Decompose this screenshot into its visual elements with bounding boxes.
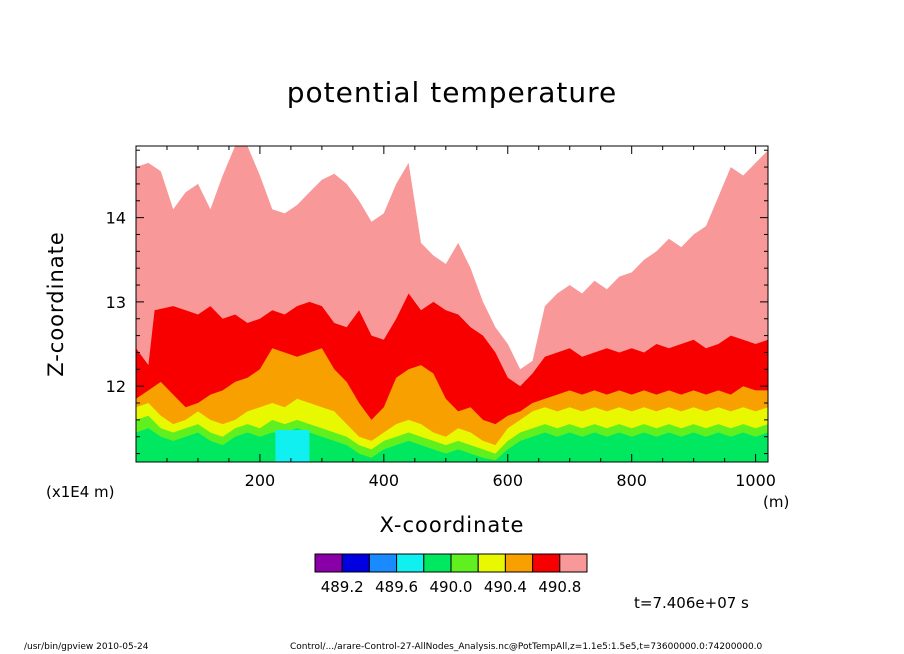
time-label: t=7.406e+07 s <box>634 594 749 612</box>
x-tick-label: 600 <box>492 471 523 490</box>
y-axis-unit: (x1E4 m) <box>46 483 115 501</box>
colorbar-swatch <box>504 553 534 573</box>
y-tick-label: 13 <box>106 293 126 312</box>
colorbar-tick-label: 490.4 <box>484 578 527 596</box>
x-axis-ticks: 200 400 600 800 1000 <box>166 146 776 490</box>
colorbar-tick-label: 490.0 <box>430 578 473 596</box>
x-tick-label: 800 <box>616 471 647 490</box>
chart-title: potential temperature <box>286 76 618 109</box>
x-tick-label: 200 <box>245 471 276 490</box>
y-tick-label: 14 <box>106 209 126 228</box>
x-tick-label: 400 <box>369 471 400 490</box>
colorbar-swatch <box>559 553 588 573</box>
footer-left-text: /usr/bin/gpview 2010-05-24 <box>24 642 149 652</box>
x-axis-unit: (m) <box>763 493 790 511</box>
contour-patch-489.6 <box>275 429 310 462</box>
y-axis-ticks: 12 13 14 <box>106 149 768 455</box>
colorbar-swatch <box>532 553 561 573</box>
colorbar-tick-label: 490.8 <box>538 578 581 596</box>
x-axis-label: X-coordinate <box>379 513 525 537</box>
colorbar-swatch <box>423 553 452 573</box>
colorbar: 489.2 489.6 490.0 490.4 490.8 <box>314 553 588 596</box>
colorbar-swatch <box>314 553 343 573</box>
contour-fills <box>136 146 768 462</box>
colorbar-swatch <box>477 553 506 573</box>
colorbar-swatch <box>450 553 479 573</box>
y-tick-label: 12 <box>106 377 126 396</box>
footer-right-text: Control/.../arare-Control-27-AllNodes_An… <box>290 642 763 652</box>
plot-frame <box>135 145 769 463</box>
colorbar-tick-label: 489.2 <box>321 578 364 596</box>
colorbar-swatch <box>396 553 425 573</box>
colorbar-swatch <box>368 553 398 573</box>
colorbar-tick-label: 489.6 <box>375 578 418 596</box>
x-tick-label: 1000 <box>735 471 776 490</box>
colorbar-swatch <box>341 553 370 573</box>
